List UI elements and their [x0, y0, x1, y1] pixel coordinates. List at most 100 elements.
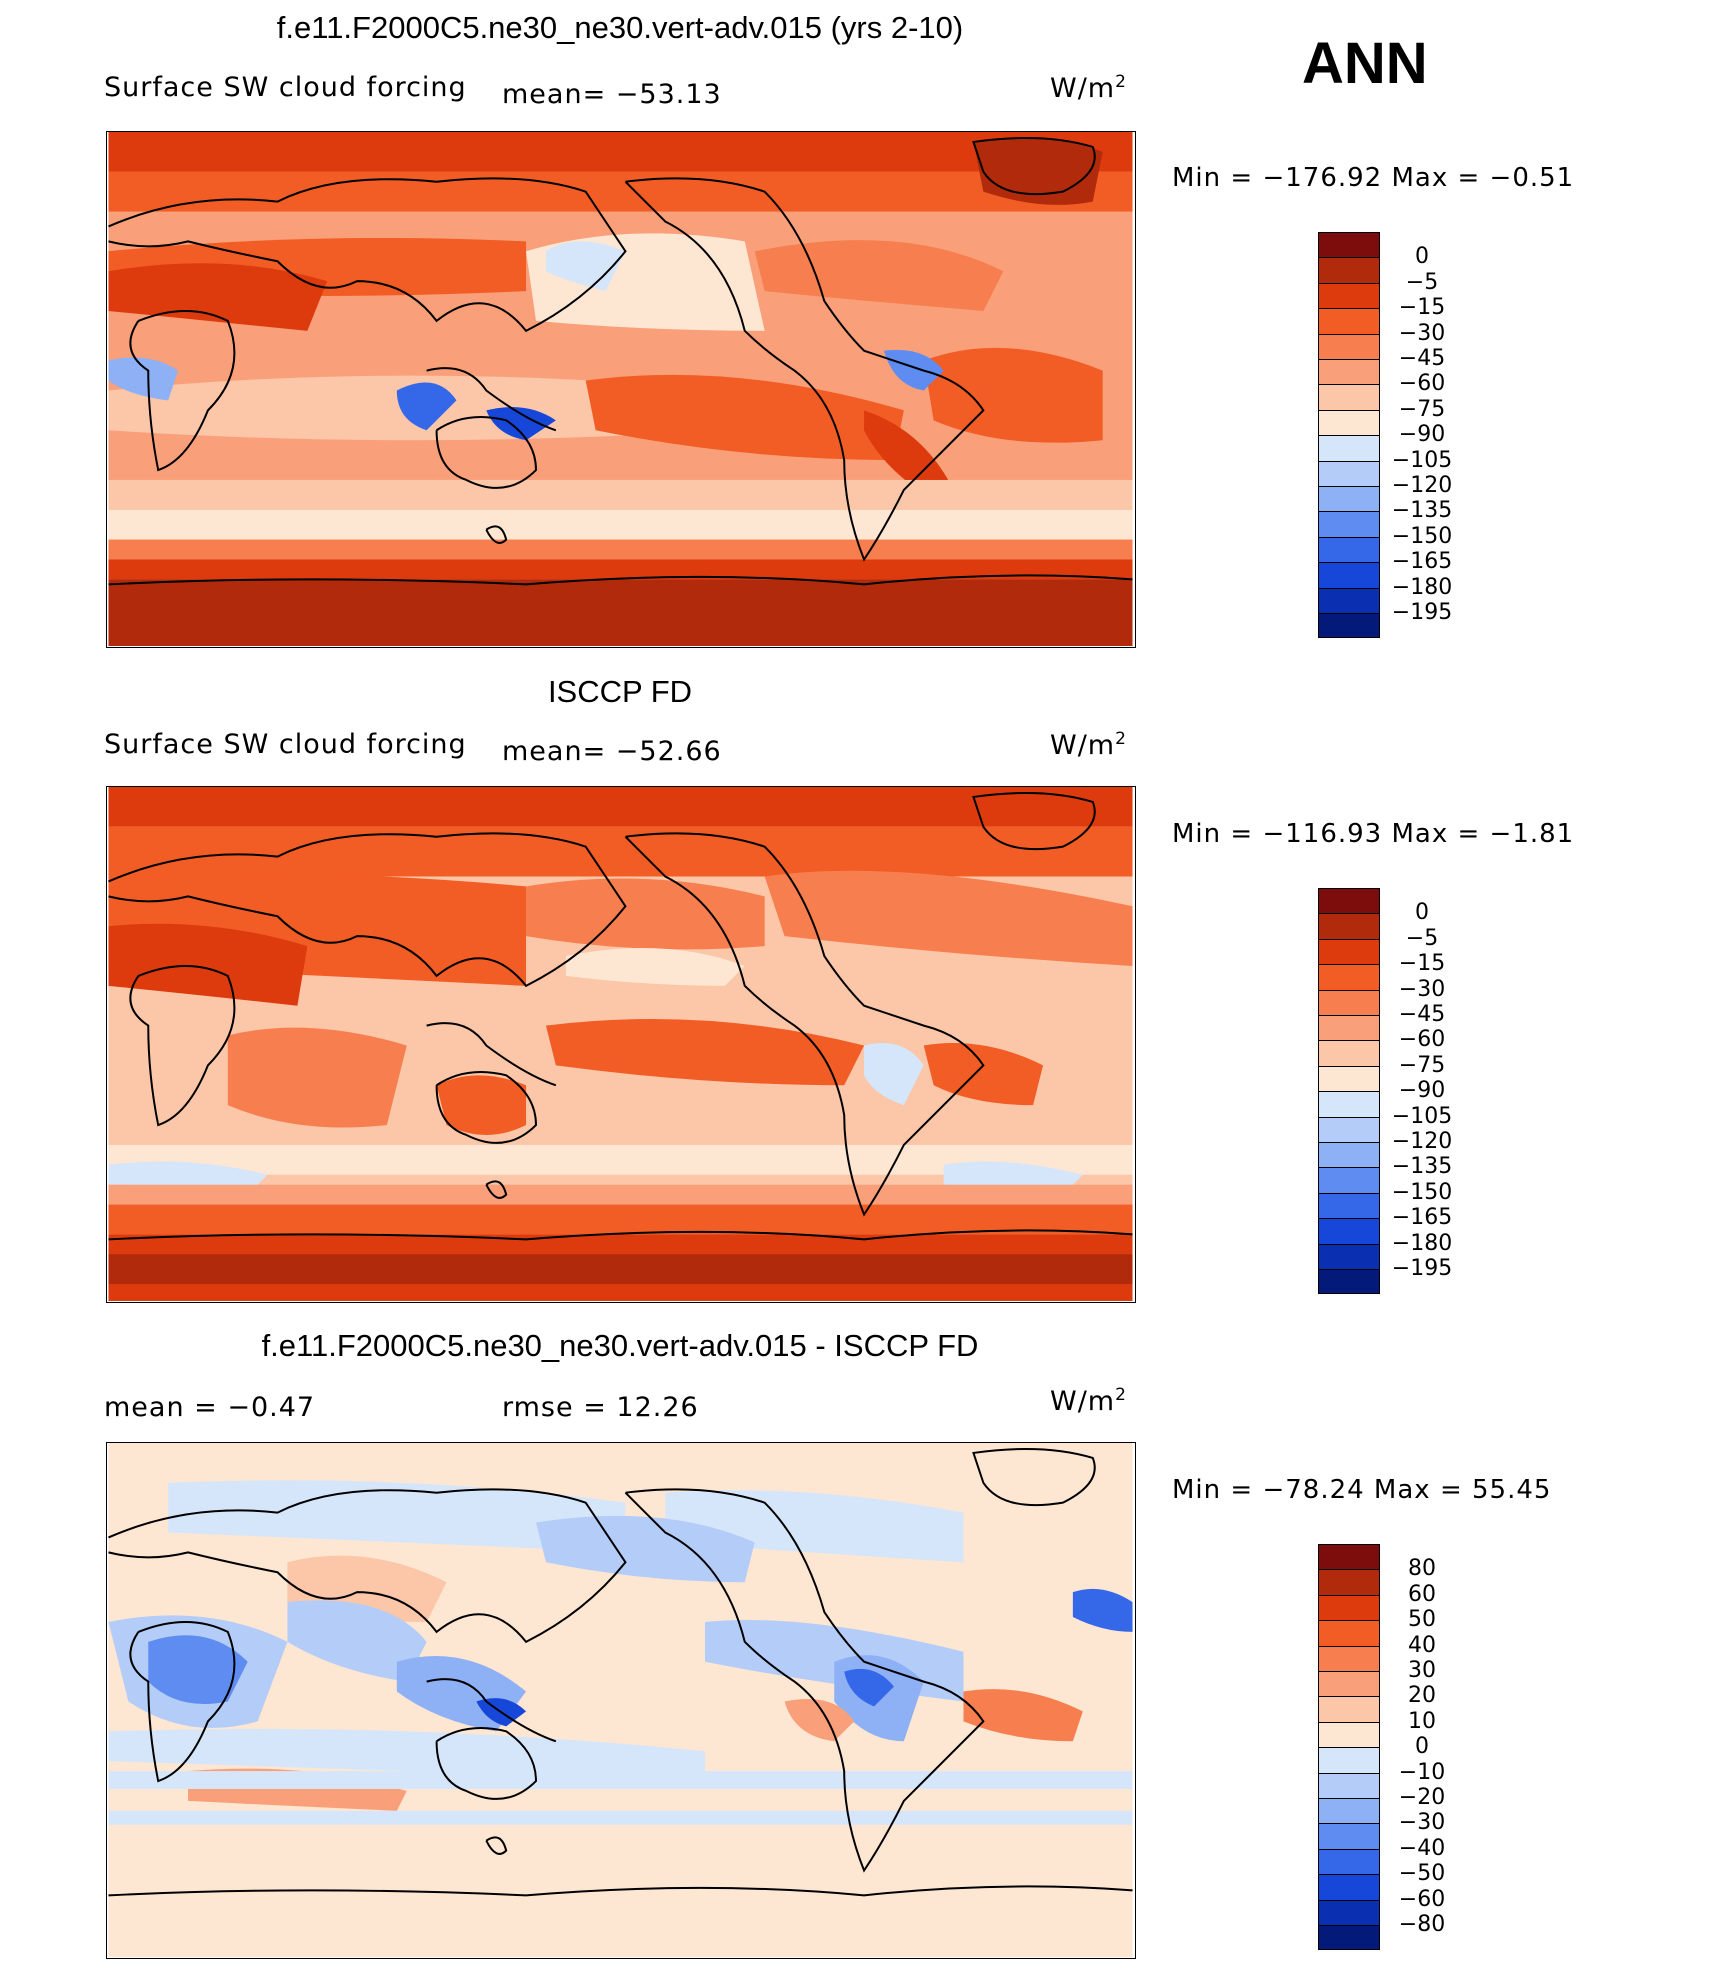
colorbar-model-label: −30 — [1398, 320, 1446, 346]
colorbar-obs-swatch — [1318, 938, 1380, 965]
colorbar-diff-label: 10 — [1408, 1708, 1436, 1734]
colorbar-model-swatch — [1318, 587, 1380, 613]
colorbar-obs-swatch — [1318, 1091, 1380, 1117]
colorbar-diff-swatch — [1318, 1544, 1380, 1570]
colorbar-obs-swatch — [1318, 1192, 1380, 1219]
colorbar-diff-swatch — [1318, 1569, 1380, 1595]
colorbar-obs-swatch — [1318, 1243, 1380, 1269]
colorbar-obs-swatch — [1318, 1040, 1380, 1066]
colorbar-diff-label: −80 — [1398, 1912, 1446, 1937]
colorbar-diff-swatch — [1318, 1594, 1380, 1621]
colorbar-obs-swatch — [1318, 1065, 1380, 1092]
colorbar-model-label: −120 — [1391, 473, 1453, 498]
panel-obs-map — [106, 786, 1136, 1303]
colorbar-obs-label: −45 — [1398, 1002, 1446, 1027]
colorbar-diff-label: −40 — [1398, 1835, 1446, 1861]
colorbar-model-label: 0 — [1415, 244, 1429, 270]
colorbar-diff-label: 40 — [1408, 1632, 1436, 1658]
colorbar-obs-swatch — [1318, 1142, 1380, 1168]
colorbar-model-swatch — [1318, 257, 1380, 283]
colorbar-diff-swatch — [1318, 1823, 1380, 1849]
colorbar-model-label: −105 — [1391, 447, 1453, 473]
colorbar-model-label: −15 — [1398, 295, 1446, 321]
colorbar-diff-frame — [1318, 1544, 1380, 1951]
colorbar-diff-label: −10 — [1398, 1759, 1446, 1785]
colorbar-diff-label: 20 — [1408, 1683, 1436, 1709]
map-obs-field — [108, 787, 1133, 1301]
colorbar-diff-label: 60 — [1408, 1581, 1436, 1607]
colorbar-model-swatch — [1318, 536, 1380, 563]
colorbar-diff-swatch — [1318, 1747, 1380, 1773]
panel-model-min-max: Min = −176.92 Max = −0.51 — [1172, 163, 1575, 193]
colorbar-obs-label: −180 — [1391, 1230, 1453, 1256]
colorbar-diff-label: −20 — [1398, 1785, 1446, 1810]
colorbar-model: 0 −5 −15 −30 −45 −60 −75 −90 −105 −120 −135 −150 −16… — [1318, 232, 1518, 640]
colorbar-model-swatch — [1318, 308, 1380, 334]
colorbar-obs-label: −165 — [1391, 1205, 1453, 1231]
colorbar-diff-label: −30 — [1398, 1810, 1446, 1836]
season-label: ANN — [1302, 31, 1428, 96]
colorbar-obs-label: −135 — [1391, 1154, 1453, 1180]
panel-model-variable-label: Surface SW cloud forcing — [104, 72, 467, 103]
colorbar-obs-label: −120 — [1391, 1129, 1453, 1154]
colorbar-model-swatch — [1318, 613, 1380, 639]
colorbar-model-label: −90 — [1398, 422, 1446, 448]
panel-obs-mean-label: mean= −52.66 — [502, 736, 722, 767]
colorbar-diff-swatch — [1318, 1772, 1380, 1798]
colorbar-obs: 0 −5 −15 −30 −45 −60 −75 −90 −105 −120 −135 −150 −16… — [1318, 888, 1518, 1296]
colorbar-obs-label: −60 — [1398, 1027, 1446, 1053]
colorbar-model-label: −195 — [1391, 600, 1453, 625]
colorbar-model-label: −165 — [1391, 549, 1453, 575]
colorbar-obs-swatch — [1318, 888, 1380, 914]
colorbar-diff-swatch — [1318, 1925, 1380, 1951]
colorbar-diff-label: 0 — [1415, 1734, 1429, 1760]
colorbar-diff-swatch — [1318, 1671, 1380, 1697]
colorbar-model-swatch — [1318, 359, 1380, 385]
colorbar-model-frame — [1318, 232, 1380, 639]
colorbar-diff-swatch — [1318, 1874, 1380, 1900]
panel-obs-title: ISCCP FD — [547, 674, 693, 709]
colorbar-obs-swatch — [1318, 1269, 1380, 1295]
colorbar-model-swatch — [1318, 333, 1380, 359]
colorbar-diff-label: 80 — [1408, 1556, 1436, 1582]
colorbar-diff-swatch — [1318, 1848, 1380, 1875]
colorbar-diff-swatch — [1318, 1798, 1380, 1824]
panel-model-mean-label: mean= −53.13 — [502, 79, 722, 110]
colorbar-model-label: −75 — [1398, 396, 1446, 422]
colorbar-obs-frame — [1318, 888, 1380, 1295]
colorbar-model-label: −180 — [1391, 574, 1453, 600]
map-diff-field — [108, 1443, 1133, 1957]
colorbar-diff-label: 30 — [1408, 1658, 1436, 1683]
colorbar-obs-label: −150 — [1391, 1179, 1453, 1205]
colorbar-obs-label: −15 — [1398, 951, 1446, 977]
colorbar-diff-swatch — [1318, 1645, 1380, 1671]
panel-diff-units: W/m2 — [1050, 1385, 1127, 1417]
colorbar-model-swatch — [1318, 232, 1380, 258]
colorbar-obs-label: −75 — [1398, 1052, 1446, 1078]
panel-obs-min-max: Min = −116.93 Max = −1.81 — [1172, 819, 1575, 849]
colorbar-model-label: −60 — [1398, 371, 1446, 397]
panel-model-units: W/m2 — [1050, 72, 1127, 104]
colorbar-model-swatch — [1318, 486, 1380, 512]
panel-diff-mean-label: mean = −0.47 — [104, 1392, 316, 1423]
colorbar-obs-label: −105 — [1391, 1103, 1453, 1129]
colorbar-diff-swatch — [1318, 1620, 1380, 1646]
map-model-field — [108, 132, 1133, 646]
colorbar-model-swatch — [1318, 282, 1380, 309]
colorbar-model-swatch — [1318, 435, 1380, 461]
panel-model-title: f.e11.F2000C5.ne30_ne30.vert-adv.015 (yr… — [276, 10, 964, 45]
colorbar-obs-swatch — [1318, 1116, 1380, 1142]
colorbar-model-label: −45 — [1398, 346, 1446, 371]
panel-model-map — [106, 131, 1136, 648]
colorbar-obs-swatch — [1318, 1218, 1380, 1244]
colorbar-obs-label: −30 — [1398, 976, 1446, 1002]
panel-diff-title: f.e11.F2000C5.ne30_ne30.vert-adv.015 - I… — [261, 1328, 979, 1363]
colorbar-obs-swatch — [1318, 1167, 1380, 1193]
colorbar-obs-swatch — [1318, 913, 1380, 939]
panel-diff-map — [106, 1442, 1136, 1959]
colorbar-obs-label: −5 — [1405, 925, 1439, 951]
colorbar-model-label: −5 — [1405, 269, 1439, 295]
panel-diff-rmse-label: rmse = 12.26 — [502, 1392, 699, 1423]
colorbar-obs-swatch — [1318, 964, 1380, 990]
colorbar-model-swatch — [1318, 511, 1380, 537]
